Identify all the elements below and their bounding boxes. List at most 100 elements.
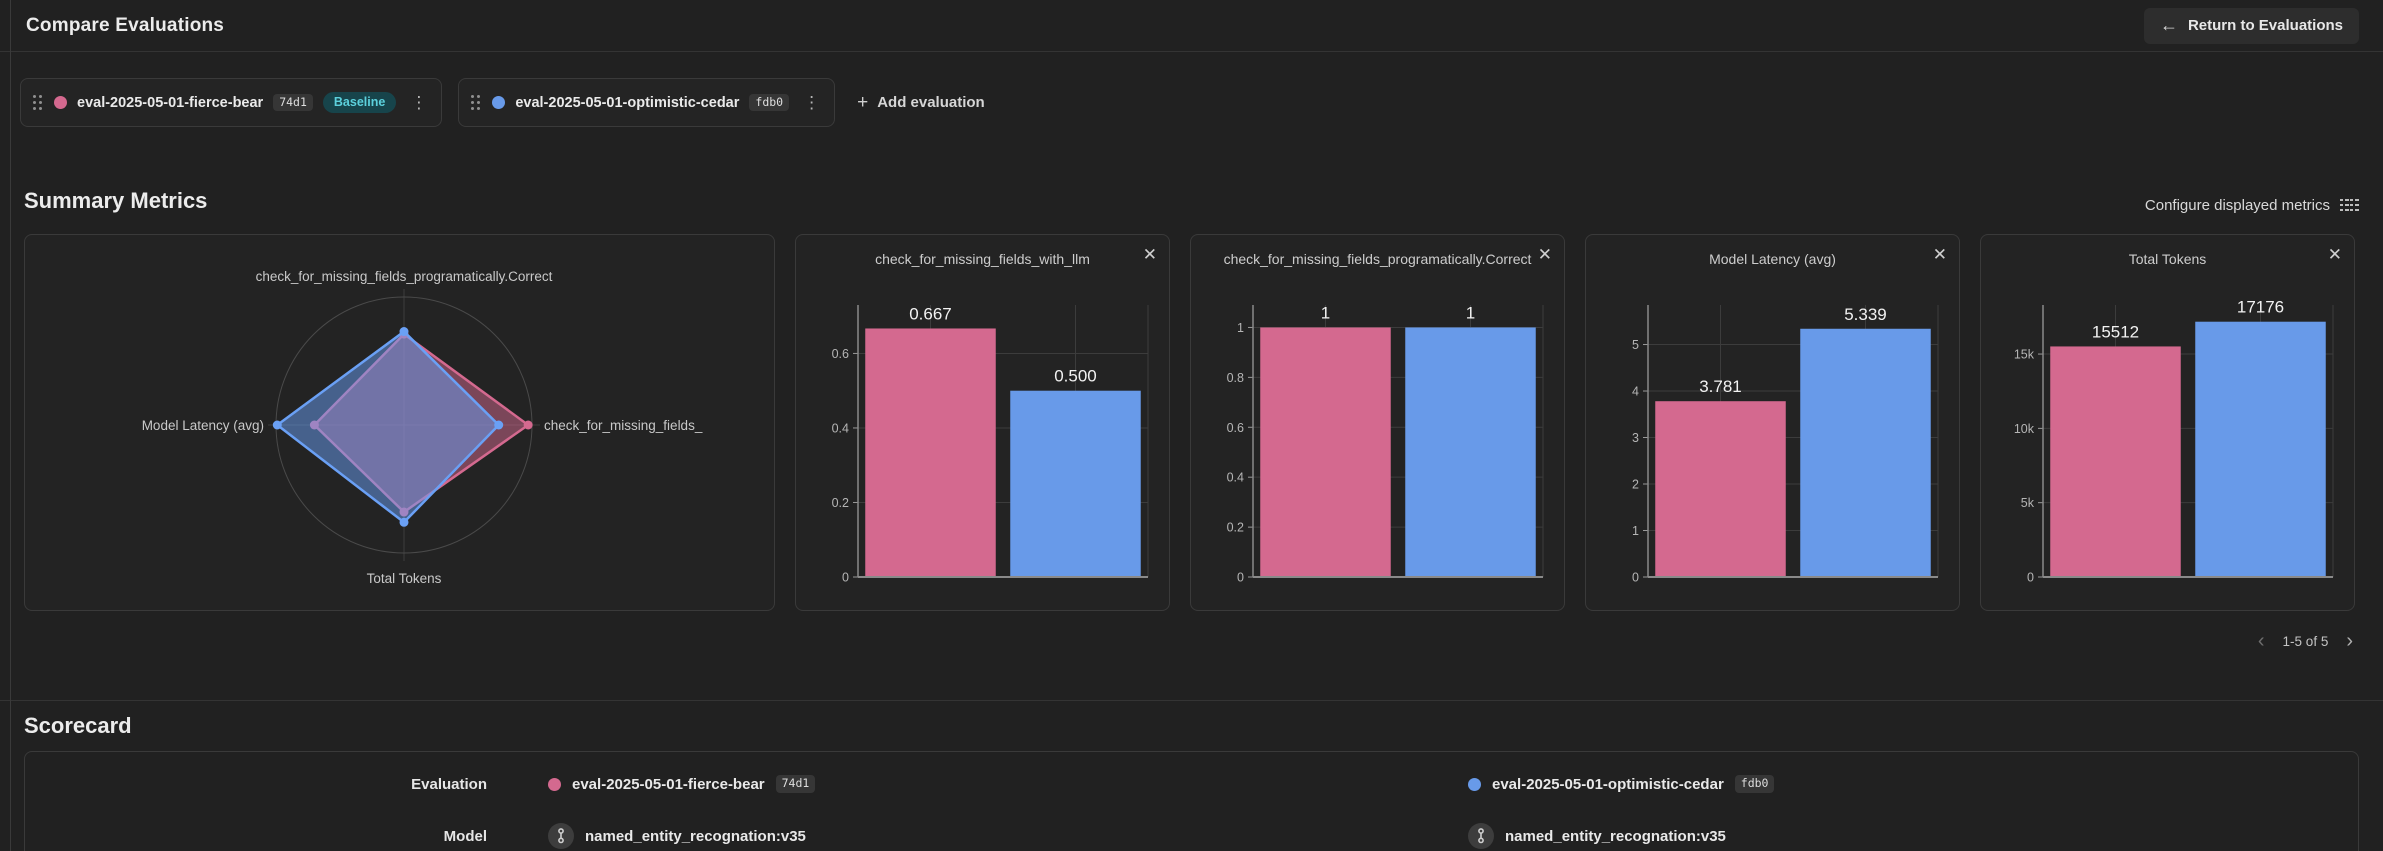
- drag-handle-icon[interactable]: [471, 95, 481, 110]
- close-icon[interactable]: ✕: [1139, 241, 1161, 269]
- svg-text:0.8: 0.8: [1227, 371, 1244, 385]
- evaluation-chips-row: eval-2025-05-01-fierce-bear 74d1 Baselin…: [20, 78, 2359, 127]
- summary-metrics-cards: check_for_missing_fields_programatically…: [24, 234, 2359, 611]
- svg-text:0: 0: [1237, 571, 1244, 585]
- svg-text:2: 2: [1632, 478, 1639, 492]
- svg-text:17176: 17176: [2237, 298, 2284, 317]
- svg-text:Total Tokens: Total Tokens: [367, 571, 442, 586]
- svg-text:0: 0: [1632, 571, 1639, 585]
- evaluation-color-dot: [492, 96, 506, 109]
- pagination-next-icon[interactable]: ›: [2346, 630, 2353, 652]
- return-to-evaluations-button[interactable]: ← Return to Evaluations: [2143, 7, 2359, 44]
- svg-text:0.4: 0.4: [1227, 471, 1244, 485]
- scorecard-evaluation-row: Evaluation eval-2025-05-01-fierce-bear 7…: [25, 758, 2358, 810]
- model-icon: [1468, 823, 1494, 849]
- metric-card-with-llm: ✕ check_for_missing_fields_with_llm 0 0.2…: [795, 234, 1170, 611]
- evaluation-chip[interactable]: eval-2025-05-01-optimistic-cedar fdb0 ⋮: [458, 78, 836, 127]
- evaluation-name: eval-2025-05-01-optimistic-cedar: [515, 94, 740, 111]
- svg-text:5k: 5k: [2021, 496, 2035, 510]
- svg-text:0.4: 0.4: [832, 421, 849, 435]
- pagination-label: 1-5 of 5: [2282, 633, 2329, 649]
- scorecard-row-label: Evaluation: [411, 775, 487, 793]
- evaluation-color-dot: [54, 96, 67, 109]
- evaluation-color-dot: [548, 777, 561, 791]
- scorecard-table: Evaluation eval-2025-05-01-fierce-bear 7…: [24, 751, 2359, 851]
- svg-text:0: 0: [2027, 571, 2034, 585]
- section-divider: [0, 700, 2383, 701]
- svg-text:1: 1: [1237, 321, 1244, 335]
- scorecard-row-label: Model: [443, 827, 487, 845]
- evaluation-color-dot: [1468, 777, 1481, 791]
- bar-chart: 0 5k 10k 15k 15512 17176: [1981, 235, 2354, 610]
- metric-card-programatically-correct: ✕ check_for_missing_fields_programatical…: [1190, 234, 1565, 611]
- evaluation-name: eval-2025-05-01-fierce-bear: [572, 775, 765, 793]
- close-icon[interactable]: ✕: [2324, 241, 2346, 269]
- evaluation-id-badge: 74d1: [273, 93, 313, 112]
- configure-metrics-icon: [2340, 199, 2359, 211]
- svg-text:5.339: 5.339: [1844, 305, 1887, 324]
- model-name: named_entity_recognation:v35: [1505, 827, 1726, 845]
- svg-text:0.667: 0.667: [909, 304, 952, 323]
- svg-text:0.2: 0.2: [1227, 521, 1244, 535]
- back-arrow-icon: ←: [2159, 15, 2178, 35]
- configure-metrics-label: Configure displayed metrics: [2144, 197, 2330, 214]
- svg-text:Model Latency (avg): Model Latency (avg): [142, 418, 264, 433]
- evaluation-id-badge: fdb0: [1734, 775, 1775, 793]
- svg-text:0.6: 0.6: [1227, 421, 1244, 435]
- bar-chart: 0 1 2 3 4 5 3.781 5.339: [1586, 235, 1959, 610]
- svg-text:0: 0: [842, 571, 849, 585]
- add-evaluation-label: Add evaluation: [877, 94, 985, 111]
- scorecard-title: Scorecard: [24, 713, 132, 738]
- close-icon[interactable]: ✕: [1534, 241, 1556, 269]
- svg-text:0.6: 0.6: [832, 347, 849, 361]
- svg-text:check_for_missing_fields_progr: check_for_missing_fields_programatically…: [256, 269, 553, 284]
- summary-metrics-title: Summary Metrics: [24, 188, 208, 213]
- scorecard-eval-cell: eval-2025-05-01-optimistic-cedar fdb0: [1407, 775, 2358, 793]
- scorecard-model-row: Model named_entity_recognation:v35 named…: [25, 810, 2358, 851]
- radar-chart-card: check_for_missing_fields_programatically…: [24, 234, 775, 611]
- svg-text:1: 1: [1466, 303, 1475, 322]
- svg-text:1: 1: [1632, 524, 1639, 538]
- evaluation-chip-baseline[interactable]: eval-2025-05-01-fierce-bear 74d1 Baselin…: [20, 78, 443, 127]
- kebab-menu-icon[interactable]: ⋮: [803, 92, 821, 112]
- model-icon: [548, 823, 574, 849]
- return-button-label: Return to Evaluations: [2187, 17, 2343, 34]
- scorecard-eval-cell: eval-2025-05-01-fierce-bear 74d1: [487, 775, 1407, 793]
- svg-text:10k: 10k: [2014, 422, 2035, 436]
- summary-metrics-header: Summary Metrics Configure displayed metr…: [24, 182, 2359, 214]
- svg-text:check_for_missing_fields_: check_for_missing_fields_: [544, 418, 703, 433]
- evaluation-id-badge: 74d1: [775, 775, 816, 793]
- plus-icon: +: [857, 91, 869, 113]
- baseline-badge: Baseline: [322, 92, 397, 113]
- add-evaluation-button[interactable]: + Add evaluation: [857, 92, 985, 114]
- evaluation-name: eval-2025-05-01-fierce-bear: [77, 94, 264, 111]
- evaluation-name: eval-2025-05-01-optimistic-cedar: [1492, 775, 1724, 793]
- bar-chart: 0 0.2 0.4 0.6 0.667 0.500: [796, 235, 1169, 610]
- bar-chart: 0 0.2 0.4 0.6 0.8 1 1 1: [1191, 235, 1564, 610]
- metric-card-total-tokens: ✕ Total Tokens 0 5k 10k 15k 15512 17176: [1980, 234, 2355, 611]
- scorecard-model-cell: named_entity_recognation:v35: [487, 823, 1407, 849]
- svg-text:15k: 15k: [2014, 348, 2035, 362]
- pagination: ‹ 1-5 of 5 ›: [0, 629, 2353, 653]
- svg-text:3.781: 3.781: [1699, 377, 1742, 396]
- svg-text:0.500: 0.500: [1054, 367, 1097, 386]
- drag-handle-icon[interactable]: [33, 95, 42, 110]
- svg-text:0.2: 0.2: [832, 496, 849, 510]
- configure-metrics-button[interactable]: Configure displayed metrics: [2145, 197, 2359, 214]
- close-icon[interactable]: ✕: [1929, 241, 1951, 269]
- kebab-menu-icon[interactable]: ⋮: [410, 92, 428, 112]
- page-title: Compare Evaluations: [26, 14, 225, 36]
- svg-text:15512: 15512: [2092, 322, 2139, 341]
- svg-text:1: 1: [1321, 303, 1330, 322]
- svg-text:5: 5: [1632, 338, 1639, 352]
- svg-text:3: 3: [1632, 431, 1639, 445]
- evaluation-id-badge: fdb0: [749, 93, 790, 112]
- radar-chart: check_for_missing_fields_programatically…: [25, 235, 774, 610]
- metric-card-model-latency: ✕ Model Latency (avg) 0 1 2 3 4 5 3.781 5.339: [1585, 234, 1960, 611]
- scorecard-model-cell: named_entity_recognation:v35: [1407, 823, 2358, 849]
- model-name: named_entity_recognation:v35: [585, 827, 806, 845]
- pagination-prev-icon[interactable]: ‹: [2257, 630, 2265, 652]
- page-left-border: [10, 0, 11, 851]
- svg-text:4: 4: [1632, 385, 1639, 399]
